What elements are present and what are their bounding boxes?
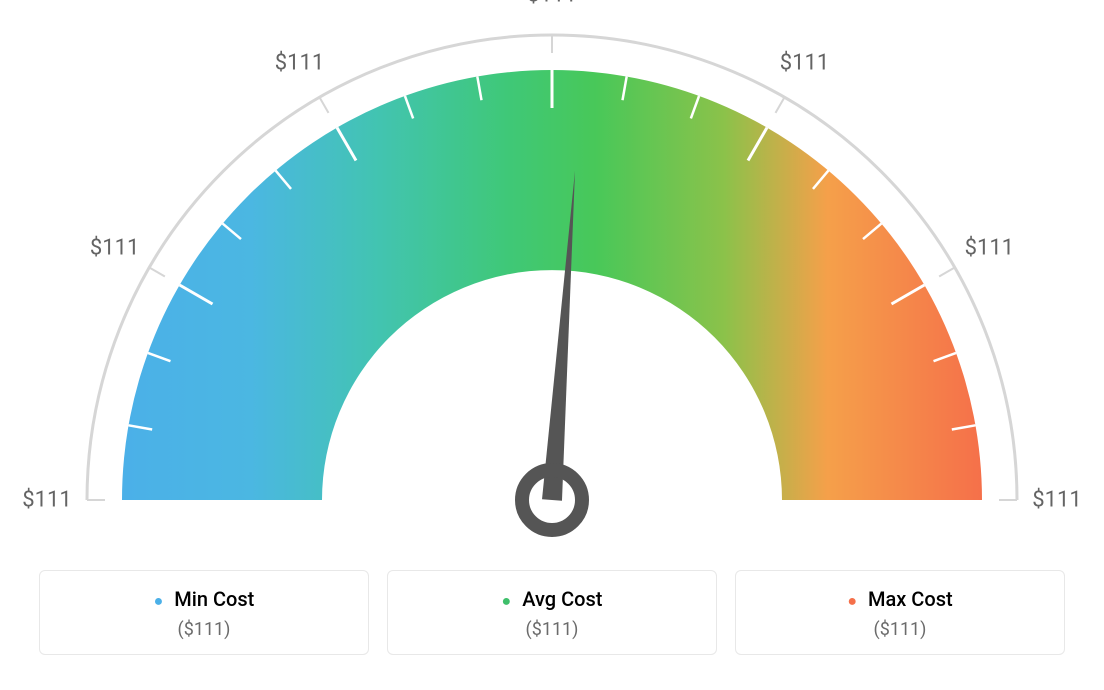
- legend-title-min: ● Min Cost: [50, 587, 358, 611]
- legend-card-avg: ● Avg Cost ($111): [387, 570, 717, 655]
- legend-label: Avg Cost: [522, 587, 602, 611]
- legend-label: Max Cost: [868, 587, 953, 611]
- bullet-icon: ●: [847, 591, 857, 610]
- legend-label: Min Cost: [174, 587, 254, 611]
- legend-value: ($111): [50, 619, 358, 640]
- legend-row: ● Min Cost ($111) ● Avg Cost ($111) ● Ma…: [20, 570, 1084, 655]
- gauge-scale-label: $111: [527, 0, 576, 8]
- gauge-svg: [20, 20, 1084, 550]
- legend-value: ($111): [746, 619, 1054, 640]
- legend-card-min: ● Min Cost ($111): [39, 570, 369, 655]
- bullet-icon: ●: [154, 591, 164, 610]
- bullet-icon: ●: [502, 591, 512, 610]
- cost-gauge-chart: $111$111$111$111$111$111$111: [20, 20, 1084, 550]
- legend-title-avg: ● Avg Cost: [398, 587, 706, 611]
- legend-card-max: ● Max Cost ($111): [735, 570, 1065, 655]
- legend-title-max: ● Max Cost: [746, 587, 1054, 611]
- legend-value: ($111): [398, 619, 706, 640]
